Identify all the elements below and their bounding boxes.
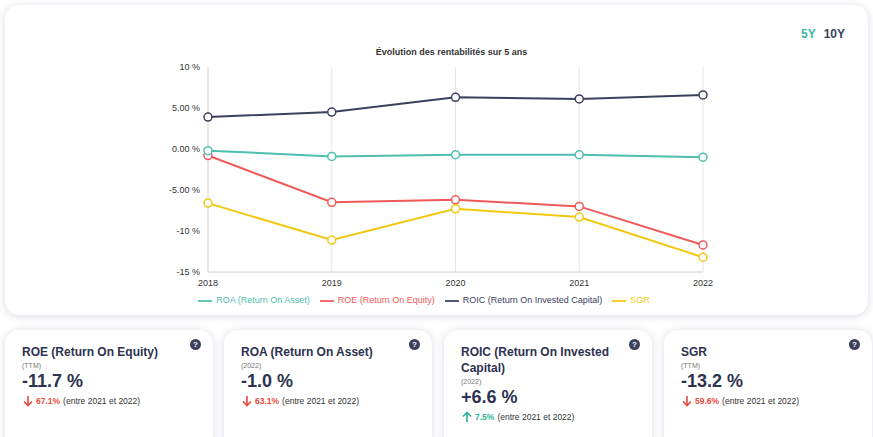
- html-text:(TTM): (TTM): [681, 362, 700, 369]
- svg-text:-5.00 %: -5.00 %: [169, 185, 200, 195]
- html-text:ROA (Return On Asset): ROA (Return On Asset): [241, 345, 373, 359]
- html-text:SGR: SGR: [681, 345, 707, 359]
- html-text:ROIC (Return On Invested Capit: ROIC (Return On Invested Capital): [462, 295, 603, 306]
- html-text:10Y: 10Y: [823, 27, 845, 41]
- svg-text:2018: 2018: [198, 278, 218, 288]
- html-text:ROE (Return On Equity): ROE (Return On Equity): [22, 345, 158, 359]
- svg-text:2022: 2022: [693, 278, 713, 288]
- html-text:5Y: 5Y: [801, 27, 816, 41]
- svg-text:-15 %: -15 %: [176, 267, 200, 277]
- svg-text:2021: 2021: [569, 278, 589, 288]
- html-text:59.6% (entre 2021 et 2022): 59.6% (entre 2021 et 2022): [695, 396, 800, 406]
- html-text:(2022): (2022): [241, 362, 262, 369]
- svg-text:10 %: 10 %: [179, 62, 200, 72]
- svg-text:5.00 %: 5.00 %: [172, 103, 200, 113]
- svg-text:2019: 2019: [322, 278, 342, 288]
- html-text:67.1% (entre 2021 et 2022): 67.1% (entre 2021 et 2022): [36, 396, 141, 406]
- svg-text:2020: 2020: [445, 278, 465, 288]
- html-text:ROIC (Return On Invested Capit: ROIC (Return On Invested Capital): [461, 345, 609, 375]
- html-text:-13.2 %: -13.2 %: [681, 371, 743, 391]
- html-text:(TTM): (TTM): [22, 362, 41, 369]
- html-text:-1.0 %: -1.0 %: [241, 371, 293, 391]
- html-text:(2022): (2022): [461, 378, 482, 385]
- html-text:-11.7 %: -11.7 %: [22, 371, 83, 391]
- html-text:ROA (Return On Asset): ROA (Return On Asset): [216, 295, 310, 306]
- html-text:Évolution des rentabilités sur: Évolution des rentabilités sur 5 ans: [375, 47, 528, 57]
- html-text:63.1% (entre 2021 et 2022): 63.1% (entre 2021 et 2022): [255, 396, 360, 406]
- svg-text:-10 %: -10 %: [176, 226, 200, 236]
- html-text:ROE (Return On Equity): ROE (Return On Equity): [337, 295, 435, 306]
- svg-text:0.00 %: 0.00 %: [172, 144, 200, 154]
- html-text:7.5% (entre 2021 et 2022): 7.5% (entre 2021 et 2022): [475, 412, 575, 422]
- html-text:+6.6 %: +6.6 %: [461, 387, 518, 407]
- html-text:SGR: SGR: [630, 295, 650, 306]
